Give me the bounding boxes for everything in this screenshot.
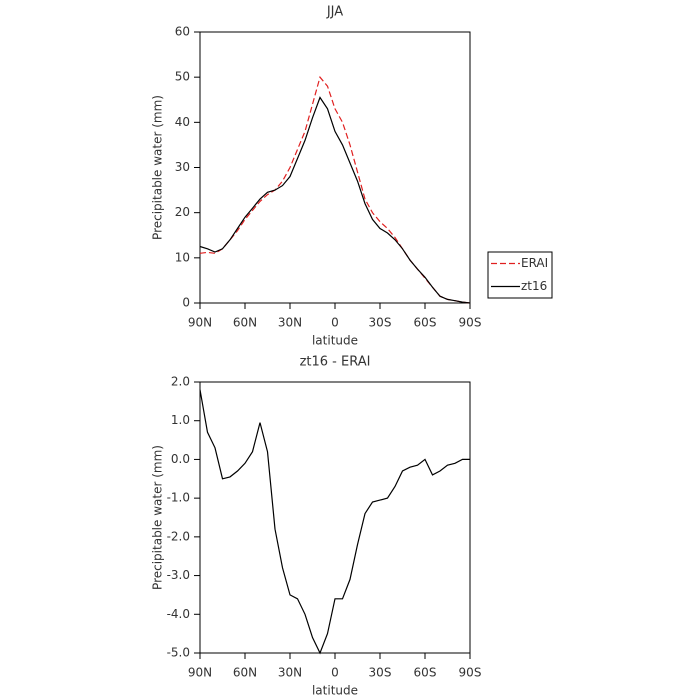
y-tick-label: 20 <box>175 205 190 219</box>
x-tick-label: 90N <box>188 666 212 680</box>
y-axis-label: Precipitable water (mm) <box>151 445 165 590</box>
x-tick-label: 90S <box>459 316 482 330</box>
plot-frame <box>199 381 471 654</box>
x-axis-label: latitude <box>312 684 358 698</box>
x-tick-label: 0 <box>331 316 339 330</box>
y-tick-label: 2.0 <box>171 375 190 389</box>
x-tick-label: 30N <box>278 666 302 680</box>
y-tick-label: 50 <box>175 70 190 84</box>
y-tick-label: -5.0 <box>167 646 190 660</box>
plot-frame <box>199 31 471 304</box>
y-tick-label: 1.0 <box>171 413 190 427</box>
data-line <box>199 75 471 304</box>
x-tick-label: 60S <box>414 316 437 330</box>
y-tick-label: -3.0 <box>167 568 190 582</box>
x-tick-label: 30S <box>369 316 392 330</box>
x-tick-label: 60S <box>414 666 437 680</box>
chart-title: JJA <box>326 5 343 20</box>
y-tick-label: 10 <box>175 250 190 264</box>
x-tick-label: 0 <box>331 666 339 680</box>
chart-title: zt16 - ERAI <box>300 355 371 370</box>
y-tick-label: -1.0 <box>167 491 190 505</box>
y-tick-label: 30 <box>175 160 190 174</box>
x-tick-label: 60N <box>233 666 257 680</box>
y-tick-label: -4.0 <box>167 607 190 621</box>
data-line <box>199 389 470 655</box>
x-axis-label: latitude <box>312 334 358 348</box>
data-line <box>199 96 471 304</box>
y-axis-label: Precipitable water (mm) <box>151 95 165 240</box>
legend-label: zt16 <box>521 279 547 293</box>
x-tick-label: 30N <box>278 316 302 330</box>
y-tick-label: 0 <box>182 296 190 310</box>
y-tick-label: 60 <box>175 25 190 39</box>
x-tick-label: 30S <box>369 666 392 680</box>
x-tick-label: 90N <box>188 316 212 330</box>
y-tick-label: 40 <box>175 115 190 129</box>
y-tick-label: -2.0 <box>167 529 190 543</box>
x-tick-label: 90S <box>459 666 482 680</box>
y-tick-label: 0.0 <box>171 452 190 466</box>
x-tick-label: 60N <box>233 316 257 330</box>
legend-box <box>487 251 553 299</box>
legend-label: ERAI <box>521 256 548 270</box>
